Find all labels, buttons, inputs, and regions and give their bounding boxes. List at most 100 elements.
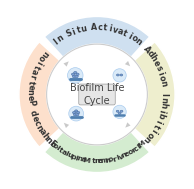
- Text: o: o: [51, 143, 59, 150]
- Text: n: n: [34, 123, 44, 132]
- Text: n: n: [159, 97, 168, 103]
- Text: r: r: [130, 147, 137, 154]
- Text: i: i: [149, 127, 158, 134]
- Text: n: n: [55, 33, 65, 44]
- Text: A: A: [91, 23, 98, 32]
- Ellipse shape: [73, 112, 76, 114]
- Text: n: n: [26, 89, 35, 95]
- Point: [70, 116, 72, 118]
- Text: n: n: [39, 48, 50, 58]
- Text: i: i: [71, 27, 77, 36]
- Text: n: n: [94, 158, 100, 164]
- Circle shape: [68, 68, 83, 83]
- Text: n: n: [133, 36, 143, 47]
- Circle shape: [113, 69, 126, 82]
- Circle shape: [113, 105, 126, 119]
- Text: n: n: [121, 152, 128, 159]
- Ellipse shape: [72, 75, 76, 78]
- Text: o: o: [108, 156, 114, 163]
- Text: t: t: [102, 23, 107, 33]
- Text: t: t: [151, 122, 161, 130]
- Text: o: o: [36, 53, 47, 62]
- Text: Biofilm Life
Cycle: Biofilm Life Cycle: [70, 83, 124, 106]
- Text: e: e: [29, 114, 40, 122]
- Text: e: e: [124, 150, 131, 158]
- Point: [113, 114, 116, 116]
- Text: c: c: [31, 119, 42, 127]
- Point: [68, 78, 71, 80]
- Text: I: I: [159, 93, 168, 96]
- Text: S: S: [65, 28, 74, 39]
- Text: t: t: [27, 79, 36, 85]
- Text: e: e: [151, 59, 161, 68]
- Text: a: a: [29, 68, 39, 76]
- Ellipse shape: [120, 110, 123, 112]
- Polygon shape: [125, 61, 130, 66]
- Ellipse shape: [118, 112, 121, 114]
- Text: i: i: [126, 31, 133, 41]
- Ellipse shape: [74, 110, 78, 112]
- Ellipse shape: [75, 75, 78, 78]
- Polygon shape: [64, 123, 69, 128]
- Text: M: M: [137, 139, 146, 149]
- Text: i: i: [115, 155, 120, 161]
- Wedge shape: [44, 16, 150, 57]
- Text: n: n: [43, 135, 54, 146]
- Text: n: n: [76, 156, 83, 163]
- Text: i: i: [154, 118, 163, 124]
- Text: c: c: [133, 145, 140, 152]
- Circle shape: [69, 106, 84, 121]
- Point: [123, 114, 126, 116]
- Ellipse shape: [116, 110, 119, 112]
- Text: i: i: [108, 24, 112, 34]
- Wedge shape: [19, 42, 60, 147]
- Text: e: e: [26, 84, 35, 90]
- Text: o: o: [129, 33, 139, 44]
- Text: n: n: [158, 80, 168, 87]
- Text: i: i: [157, 108, 167, 113]
- Wedge shape: [44, 132, 150, 173]
- Text: i: i: [74, 155, 79, 161]
- Text: o: o: [145, 130, 155, 140]
- Text: a: a: [80, 156, 86, 163]
- Text: t: t: [76, 25, 82, 35]
- Text: p: p: [69, 153, 77, 161]
- Text: o: o: [157, 75, 167, 82]
- Text: I: I: [52, 37, 60, 46]
- Polygon shape: [63, 61, 69, 67]
- Text: P: P: [26, 99, 36, 106]
- Text: i: i: [55, 145, 61, 152]
- Text: t: t: [121, 29, 128, 39]
- Text: h: h: [158, 102, 168, 109]
- Text: a: a: [60, 149, 67, 156]
- Text: v: v: [111, 25, 119, 35]
- Text: c: c: [97, 23, 102, 32]
- Text: n: n: [141, 134, 152, 144]
- Text: a: a: [36, 128, 47, 137]
- Text: d: d: [28, 109, 38, 117]
- Circle shape: [47, 44, 147, 145]
- Text: M: M: [82, 157, 91, 164]
- Text: d: d: [145, 49, 156, 59]
- Text: h: h: [40, 132, 50, 142]
- Text: t: t: [92, 158, 95, 164]
- Text: t: t: [57, 147, 64, 154]
- Wedge shape: [134, 42, 175, 147]
- Text: i: i: [136, 143, 142, 150]
- Text: b: b: [155, 112, 165, 120]
- Ellipse shape: [77, 112, 80, 114]
- Ellipse shape: [73, 114, 76, 116]
- Point: [80, 116, 83, 118]
- Text: i: i: [34, 59, 43, 66]
- Text: a: a: [116, 26, 124, 37]
- FancyBboxPatch shape: [79, 84, 115, 105]
- Text: t: t: [31, 63, 41, 70]
- Text: v: v: [118, 153, 124, 161]
- Text: l: l: [64, 151, 69, 157]
- Text: e: e: [26, 95, 35, 101]
- Text: u: u: [66, 152, 74, 160]
- Text: i: i: [156, 70, 165, 76]
- Polygon shape: [125, 122, 131, 128]
- Text: r: r: [28, 74, 37, 80]
- Ellipse shape: [76, 114, 79, 116]
